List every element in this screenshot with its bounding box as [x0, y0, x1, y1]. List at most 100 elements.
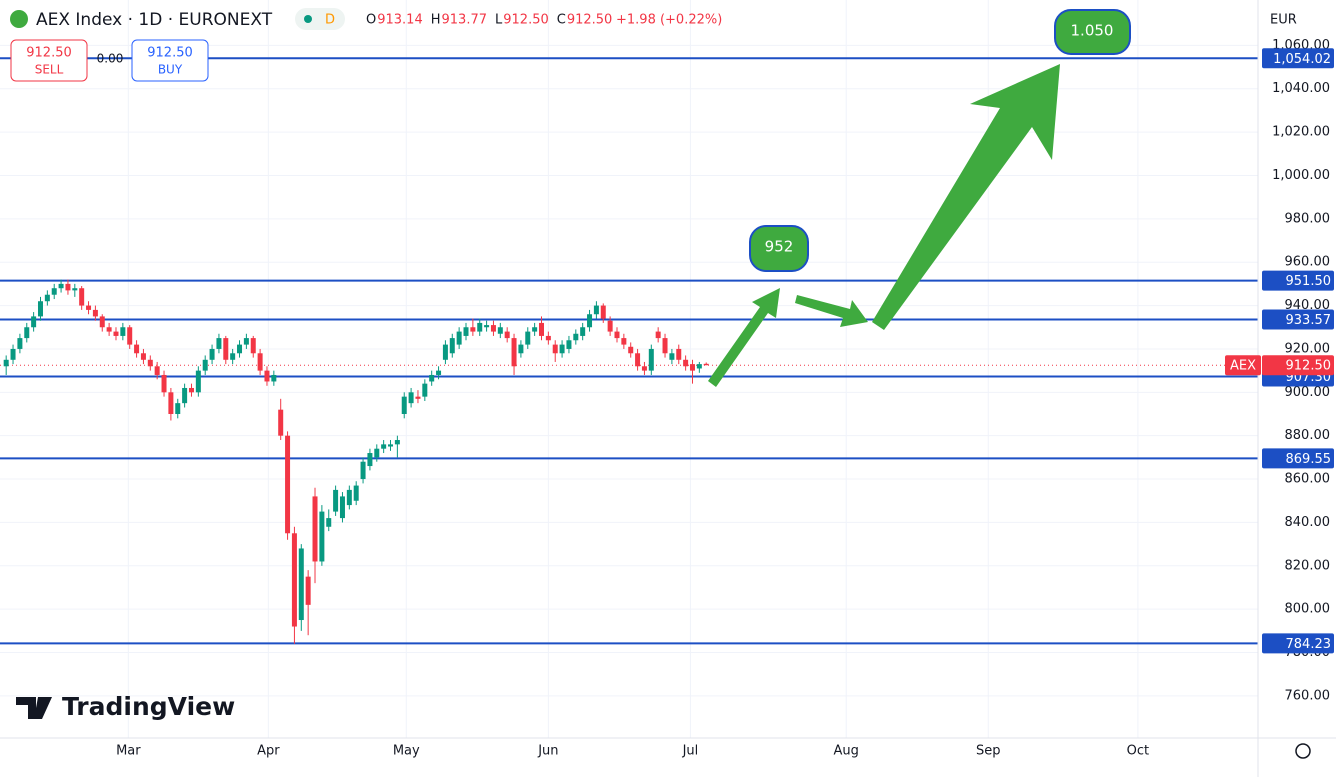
candle-body — [415, 396, 421, 399]
candle-body — [291, 533, 297, 627]
candle-body — [58, 283, 64, 289]
candle-body — [490, 325, 496, 332]
candles — [3, 279, 709, 644]
sell-button[interactable] — [10, 39, 88, 82]
candle-body — [305, 576, 311, 605]
candle-body — [545, 335, 551, 341]
annotation-bubble — [749, 225, 809, 272]
candle-body — [333, 489, 339, 512]
candle-body — [580, 327, 586, 336]
candle-body — [703, 363, 709, 366]
x-tick-label: Jun — [537, 744, 558, 759]
x-tick-label: May — [393, 744, 420, 759]
buy-price[interactable]: 912.50 — [147, 46, 193, 61]
x-tick-label: Oct — [1127, 744, 1149, 759]
candle-body — [669, 353, 675, 360]
annotation: 1.050 — [1071, 22, 1114, 40]
candle-body — [662, 338, 668, 354]
candle-body — [463, 327, 469, 336]
spread: 0.00 — [97, 52, 124, 66]
candle-body — [566, 340, 572, 349]
symbol-tag-label: AEX — [1230, 359, 1256, 374]
candle-body — [532, 327, 538, 332]
candle-body — [477, 322, 483, 332]
status-pill — [295, 8, 345, 30]
sell-price[interactable]: 912.50 — [26, 46, 72, 61]
candle-body — [154, 366, 160, 375]
ohlc-value: 912.50 — [567, 13, 613, 28]
candle-body — [223, 338, 229, 360]
x-tick-label: Sep — [976, 744, 1001, 759]
candle-body — [353, 485, 359, 501]
arrow — [708, 288, 780, 387]
buy-label[interactable]: BUY — [158, 63, 183, 77]
candle-body — [188, 387, 194, 393]
sell-label[interactable]: SELL — [35, 63, 64, 77]
currency[interactable]: EUR — [1270, 13, 1297, 28]
arrow — [872, 64, 1060, 330]
symbol-title[interactable]: AEX Index · 1D · EURONEXT — [36, 10, 273, 30]
candle-body — [511, 338, 517, 367]
annotation-bubble — [1054, 9, 1131, 55]
buy-button[interactable] — [131, 39, 209, 82]
candle-body — [456, 331, 462, 345]
candle-body — [388, 444, 394, 447]
candle-body — [374, 448, 380, 458]
candle-body — [449, 338, 455, 354]
candle-body — [17, 338, 23, 349]
candle-body — [257, 353, 263, 371]
level-label: 869.55 — [1286, 452, 1332, 467]
candle-body — [408, 392, 414, 404]
candle-body — [140, 353, 146, 360]
symbol-logo — [10, 10, 28, 28]
y-tick-label: 800.00 — [1285, 602, 1331, 617]
candle-body — [339, 496, 345, 519]
candle-body — [175, 403, 181, 414]
candle-body — [648, 348, 654, 371]
ohlc-value: 913.14 — [377, 13, 423, 28]
interval-badge: D — [325, 13, 335, 28]
y-tick-label: 840.00 — [1285, 515, 1331, 530]
level-tag — [1262, 309, 1334, 330]
candle-body — [367, 453, 373, 467]
candle-body — [422, 383, 428, 397]
x-tick-label: Jul — [682, 744, 699, 759]
y-tick-label: 920.00 — [1285, 341, 1331, 356]
candle-body — [655, 331, 661, 339]
candle-body — [381, 444, 387, 449]
candle-body — [360, 461, 366, 480]
price-tag-label: 912.50 — [1286, 359, 1332, 374]
level-tag — [1262, 448, 1334, 469]
y-tick-label: 960.00 — [1285, 255, 1331, 270]
x-tick-label: Mar — [116, 744, 141, 759]
arrows — [708, 64, 1060, 387]
x-tick-label: Apr — [257, 744, 280, 759]
y-tick-label: 900.00 — [1285, 385, 1331, 400]
y-tick-label: 1,040.00 — [1272, 81, 1330, 96]
candle-body — [237, 344, 243, 354]
y-tick-label: 880.00 — [1285, 428, 1331, 443]
candle-body — [401, 396, 407, 414]
y-tick-label: 820.00 — [1285, 558, 1331, 573]
y-tick-label: 1,000.00 — [1272, 168, 1330, 183]
candle-body — [600, 305, 606, 319]
settings-icon[interactable] — [1295, 743, 1311, 759]
tv-logo-mark — [16, 697, 52, 719]
candle-body — [689, 364, 695, 371]
candle-body — [319, 511, 325, 562]
candle-body — [573, 333, 579, 341]
candle-body — [31, 316, 37, 328]
ohlc-value: 913.77 — [442, 13, 488, 28]
candle-body — [346, 489, 352, 506]
y-tick-label: 1,020.00 — [1272, 125, 1330, 140]
candle-body — [44, 294, 50, 302]
candle-body — [696, 364, 702, 369]
candle-body — [195, 370, 201, 393]
candle-body — [559, 344, 565, 354]
candle-body — [202, 359, 208, 371]
candle-body — [161, 374, 167, 393]
candle-body — [92, 309, 98, 317]
level-tag — [1262, 270, 1334, 291]
candle-body — [79, 288, 85, 306]
